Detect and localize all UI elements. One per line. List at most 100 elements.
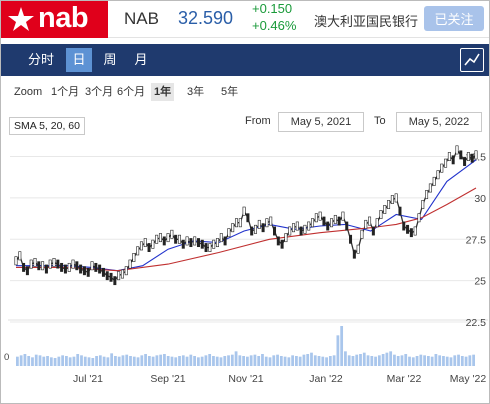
volume-bar [306,354,310,366]
price-candle [314,213,318,223]
volume-bar [389,351,393,366]
volume-bar [279,356,283,366]
volume-bar [328,356,332,366]
y-tick-label: 22.5 [466,317,487,329]
nab-logo: nab [0,0,108,38]
price-candle [345,221,349,231]
zoom-label: Zoom [14,86,43,98]
price-candle [459,150,463,160]
volume-bar [72,356,76,366]
price-candle [288,226,292,236]
volume-bar [344,351,347,366]
price-candle [428,183,432,193]
price-candle [67,262,71,272]
price-candle [215,238,219,248]
volume-bar [438,355,442,366]
zoom-3y-button[interactable]: 3年 [187,86,205,98]
price-candle [227,228,231,238]
zoom-6m-button[interactable]: 6个月 [117,86,146,98]
price-candle [82,266,86,276]
volume-bar [370,356,374,366]
range-to-input[interactable]: May 5, 2022 [396,112,482,132]
volume-bar [16,356,19,366]
volume-bar [253,354,257,366]
price-candle [322,216,326,226]
range-from-input[interactable]: May 5, 2021 [278,112,364,132]
price-candle [124,266,128,276]
price-change-percent: +0.46% [252,18,297,33]
volume-bar [460,356,464,366]
price-candle [185,236,189,246]
volume-bar [215,356,219,366]
price-candle [151,239,155,249]
price-candle [398,206,402,216]
price-candle [52,257,56,267]
price-candle [231,223,235,233]
x-tick-label: Nov '21 [228,373,263,385]
volume-bar [98,355,102,366]
zoom-1y-button[interactable]: 1年 [151,83,175,101]
price-candle [139,241,143,251]
price-candle [440,163,444,173]
volume-bar [163,354,166,366]
price-candle [75,261,79,271]
price-candle [413,226,417,236]
volume-bar [181,355,185,366]
volume-bar [114,356,117,366]
indicator-label[interactable]: SMA 5, 20, 60 [9,117,85,135]
volume-bar [246,356,249,366]
volume-bar [430,356,434,366]
volume-bar [453,355,457,366]
volume-bar [340,326,344,366]
price-candle [394,193,398,203]
price-candle [280,239,284,249]
volume-bar [419,354,423,366]
price-candle [364,219,368,229]
volume-axis-label: 0 [4,352,9,363]
volume-bar [381,354,385,366]
volume-bar [31,357,34,366]
volume-bar [423,355,426,366]
price-candle [37,261,41,271]
volume-bar [170,356,174,366]
zoom-1m-button[interactable]: 1个月 [51,86,80,98]
price-candle [409,228,413,238]
tab-daily[interactable]: 日 [66,48,92,72]
price-candle [337,216,341,226]
volume-bar [283,356,287,366]
price-candle [276,236,280,246]
tab-weekly[interactable]: 周 [103,52,117,67]
volume-bar [19,355,23,366]
volume-bar [374,356,377,366]
price-candle [371,226,375,236]
price-candle [326,221,330,231]
follow-button[interactable]: 已关注 [424,6,484,31]
volume-bar [178,356,181,366]
price-candle [284,233,288,243]
price-candle [223,236,227,246]
zoom-5y-button[interactable]: 5年 [221,86,239,98]
volume-bar [257,356,261,366]
volume-bar [144,354,147,366]
volume-bar [295,356,298,366]
volume-bar [49,357,53,366]
volume-bar [457,354,460,366]
volume-bar [400,355,404,366]
chart-type-button[interactable] [460,48,484,72]
price-candle [265,218,269,228]
price-candle [406,224,410,234]
price-candle [136,246,140,256]
price-candle [356,244,360,254]
tab-intraday[interactable]: 分时 [27,52,54,67]
zoom-3m-button[interactable]: 3个月 [85,86,114,98]
price-candle [33,257,37,267]
price-candle [311,218,315,228]
price-candle [177,234,181,244]
price-candle [349,234,353,244]
volume-bar [193,356,196,366]
tab-monthly[interactable]: 月 [134,52,148,67]
volume-bar [426,356,430,366]
volume-bar [317,356,321,366]
volume-bar [445,356,449,366]
price-candle [18,251,22,261]
